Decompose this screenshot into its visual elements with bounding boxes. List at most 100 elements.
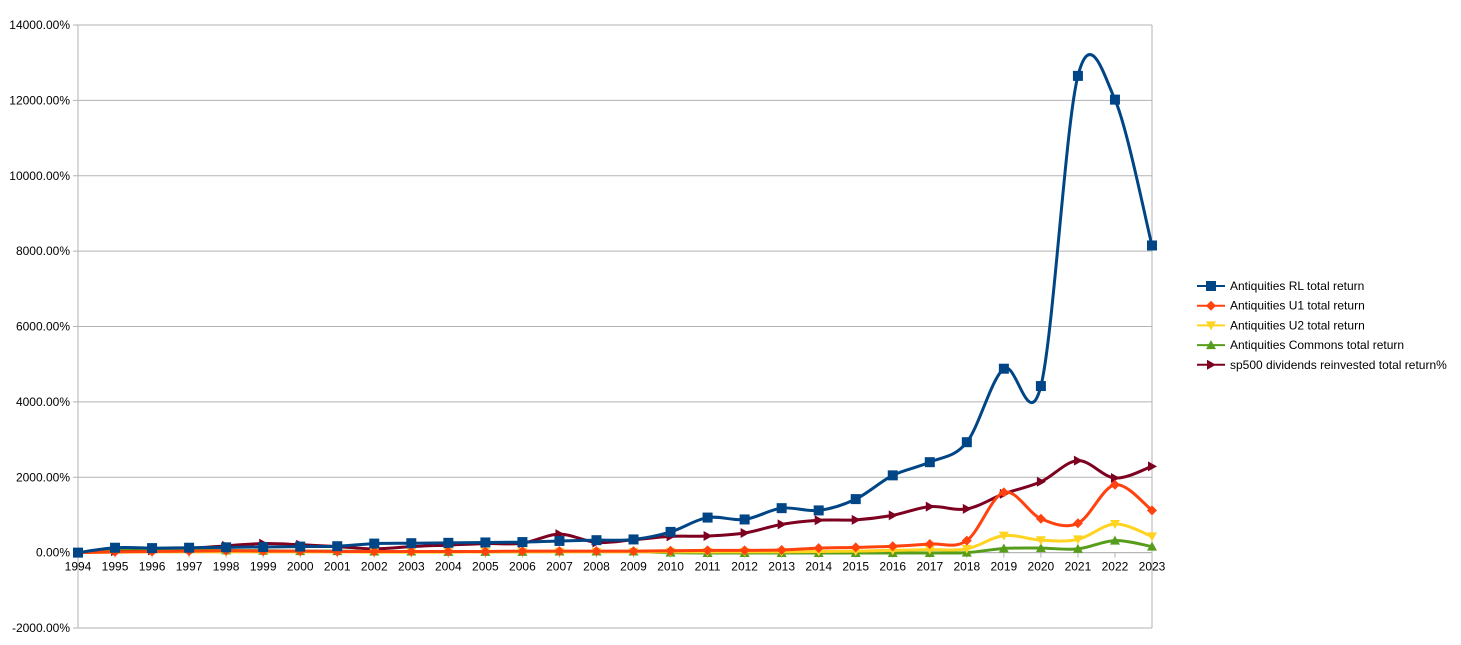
x-tick-label: 2000 <box>287 560 314 574</box>
x-tick-label: 2010 <box>657 560 684 574</box>
x-tick-label: 2018 <box>953 560 980 574</box>
legend-label: Antiquities U1 total return <box>1230 299 1365 313</box>
data-point <box>591 535 602 546</box>
data-point <box>1035 513 1046 524</box>
x-tick-label: 2004 <box>435 560 462 574</box>
x-tick-label: 2019 <box>991 560 1018 574</box>
data-point <box>480 537 491 548</box>
data-point <box>147 543 158 554</box>
data-point <box>961 544 972 554</box>
data-point <box>813 505 824 516</box>
x-tick-label: 2017 <box>916 560 943 574</box>
y-tick-label: 10000.00% <box>9 169 70 183</box>
x-tick-label: 1997 <box>176 560 203 574</box>
legend-swatch-marker <box>1206 281 1216 291</box>
data-point <box>369 538 380 549</box>
legend-swatch-marker <box>1206 321 1216 331</box>
x-tick-label: 1994 <box>65 560 92 574</box>
data-point <box>628 546 639 557</box>
data-point <box>777 519 787 530</box>
data-point <box>850 494 861 505</box>
data-point <box>887 470 898 481</box>
x-tick-label: 1998 <box>213 560 240 574</box>
x-tick-label: 1999 <box>250 560 277 574</box>
data-point <box>1035 543 1046 553</box>
data-point <box>962 503 972 514</box>
data-point <box>1147 505 1157 516</box>
data-point <box>739 514 750 525</box>
data-point <box>998 363 1009 374</box>
legend-label: sp500 dividends reinvested total return% <box>1230 358 1447 372</box>
data-point <box>776 503 787 514</box>
y-tick-label: -2000.00% <box>12 621 70 635</box>
data-point <box>1148 461 1157 472</box>
data-point <box>665 526 676 537</box>
x-tick-label: 1996 <box>139 560 166 574</box>
data-point <box>1109 535 1120 545</box>
legend-item: Antiquities Commons total return <box>1197 338 1404 352</box>
x-tick-label: 2008 <box>583 560 610 574</box>
data-point <box>813 543 824 554</box>
data-point <box>1036 476 1046 487</box>
data-point <box>258 541 269 552</box>
x-tick-label: 2012 <box>731 560 758 574</box>
series-group <box>73 53 1157 558</box>
data-point <box>702 512 713 523</box>
data-point <box>1035 381 1046 392</box>
data-point <box>628 534 639 545</box>
x-tick-label: 2006 <box>509 560 536 574</box>
legend-item: Antiquities U2 total return <box>1197 318 1365 332</box>
legend-item: Antiquities U1 total return <box>1197 299 1365 313</box>
data-point <box>443 546 454 557</box>
x-tick-label: 2001 <box>324 560 351 574</box>
legend-swatch-marker <box>1207 359 1216 370</box>
series-0 <box>73 53 1157 558</box>
legend-label: Antiquities U2 total return <box>1230 318 1365 332</box>
data-point <box>924 538 935 549</box>
legend-item: sp500 dividends reinvested total return% <box>1197 358 1447 372</box>
x-tick-label: 2014 <box>805 560 832 574</box>
data-point <box>1072 535 1083 545</box>
data-point <box>221 542 232 553</box>
data-point <box>406 546 417 557</box>
legend-swatch-marker <box>1206 300 1216 311</box>
data-point <box>295 541 306 552</box>
data-point <box>1147 240 1157 251</box>
data-point <box>480 546 491 557</box>
data-point <box>369 546 380 557</box>
data-point <box>1072 70 1083 81</box>
data-point <box>850 542 861 553</box>
y-tick-label: 4000.00% <box>16 395 70 409</box>
x-tick-label: 2023 <box>1139 560 1166 574</box>
x-axis-ticks: 1994 1995 1996 1997 1998 1999 2000 2001 2002 2003… <box>65 552 1166 574</box>
series-line <box>77 53 1154 555</box>
data-point <box>1147 532 1157 542</box>
y-axis-ticks: -2000.00% 0.00% 2000.00% 4000.00% 6000.00% 80… <box>9 18 78 635</box>
data-point <box>961 437 972 448</box>
data-point <box>851 514 861 525</box>
data-point <box>554 535 565 546</box>
data-point <box>1072 543 1083 553</box>
data-point <box>406 538 417 549</box>
x-tick-label: 2022 <box>1102 560 1129 574</box>
y-tick-label: 8000.00% <box>16 244 70 258</box>
legend-item: Antiquities RL total return <box>1197 279 1364 293</box>
x-tick-label: 2007 <box>546 560 573 574</box>
x-tick-label: 2013 <box>768 560 795 574</box>
data-point <box>703 531 713 542</box>
data-point <box>332 541 343 552</box>
data-point <box>702 545 713 556</box>
data-point <box>1109 519 1120 529</box>
data-point <box>1109 479 1120 490</box>
x-tick-label: 2016 <box>879 560 906 574</box>
data-point <box>517 537 528 548</box>
x-tick-label: 2005 <box>472 560 499 574</box>
data-point <box>925 501 935 512</box>
legend-swatch-marker <box>1206 340 1216 350</box>
data-point <box>1110 473 1120 484</box>
gridlines <box>78 24 1152 629</box>
data-point <box>888 510 898 521</box>
data-point <box>665 545 676 556</box>
data-point <box>1147 541 1157 551</box>
